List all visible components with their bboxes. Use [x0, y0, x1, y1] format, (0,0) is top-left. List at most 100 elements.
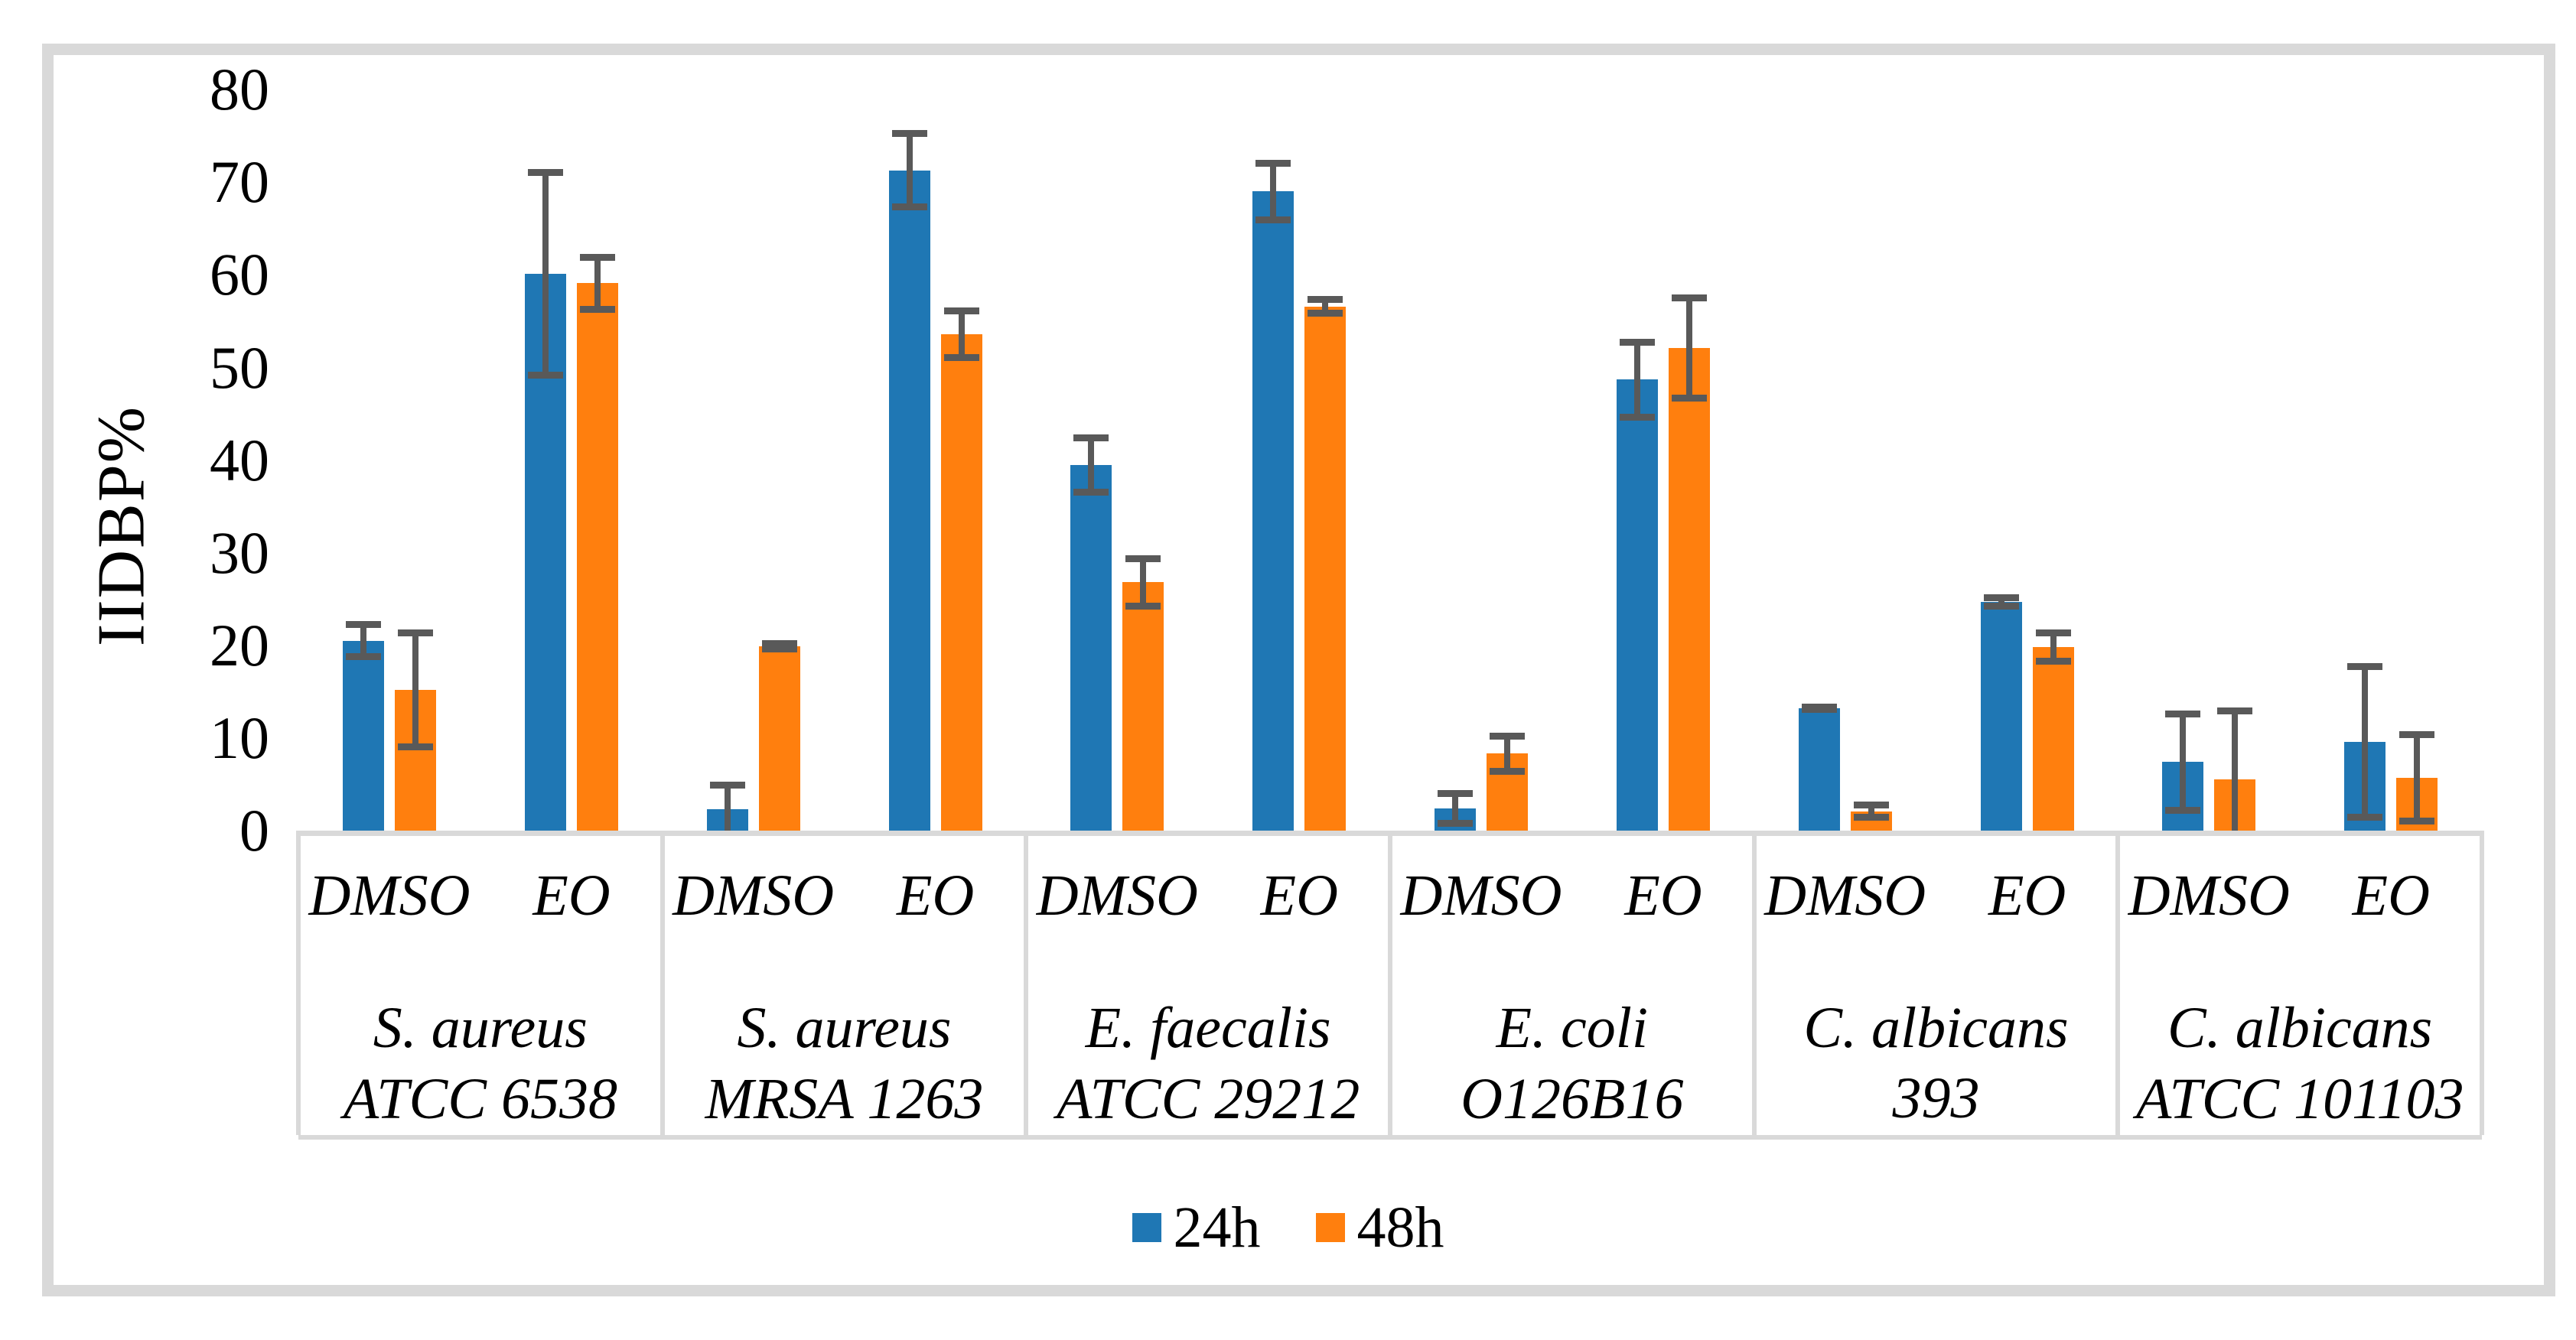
error-bar: [2165, 710, 2201, 815]
error-bar-cap-top: [1255, 160, 1291, 168]
legend: 24h 48h: [0, 1193, 2576, 1262]
y-tick-label: 60: [210, 241, 269, 308]
error-bar-line: [2232, 707, 2239, 831]
error-bar-cap-bottom: [2165, 807, 2201, 815]
bar-24h: [1070, 464, 1112, 831]
error-bar: [1620, 338, 1655, 421]
y-tick-label: 70: [210, 148, 269, 216]
error-bar-cap-bottom: [1308, 309, 1343, 317]
error-bar-cap-bottom: [761, 646, 797, 653]
error-bar: [346, 621, 381, 661]
error-bar-cap-bottom: [1255, 216, 1291, 223]
bar-48h: [940, 333, 982, 831]
bar-24h: [888, 170, 930, 831]
error-bar: [2035, 629, 2071, 665]
error-bar-cap-bottom: [1438, 820, 1473, 828]
error-bar-cap-top: [943, 307, 979, 314]
error-bar: [1255, 160, 1291, 223]
legend-label: 24h: [1173, 1195, 1261, 1260]
error-bar: [2399, 731, 2435, 824]
error-bar: [528, 169, 563, 379]
category-divider: [1751, 831, 1757, 1135]
bar-24h: [1617, 379, 1658, 831]
legend-item: 24h: [1132, 1193, 1261, 1262]
x-axis-organism-label: E. coli: [1496, 996, 1649, 1060]
error-bar: [1490, 732, 1525, 776]
error-bar-cap-bottom: [1490, 768, 1525, 776]
x-axis-organism-label: ATCC 101103: [2135, 1067, 2464, 1131]
bar-48h: [1304, 306, 1347, 831]
error-bar: [1308, 296, 1343, 317]
error-bar-cap-top: [2217, 707, 2253, 714]
error-bar: [1983, 594, 2019, 610]
bar-48h: [1669, 348, 1710, 831]
error-bar: [943, 307, 979, 362]
error-bar-cap-top: [1853, 802, 1889, 809]
bar-24h: [1252, 191, 1295, 831]
error-bar-line: [1452, 789, 1458, 828]
x-axis-treatment-label: DMSO: [1036, 864, 1198, 928]
x-axis-treatment-label: DMSO: [1764, 864, 1926, 928]
x-axis-treatment-label: EO: [1260, 864, 1338, 928]
category-divider: [1388, 831, 1392, 1135]
error-bar-cap-bottom: [398, 743, 433, 750]
error-bar-line: [906, 130, 913, 210]
error-bar-cap-bottom: [1983, 602, 2019, 610]
x-axis-organism-label: ATCC 29212: [1057, 1067, 1360, 1131]
error-bar-cap-top: [1125, 555, 1161, 563]
bar-48h: [758, 646, 800, 831]
x-axis-organism-label: E. faecalis: [1085, 996, 1331, 1060]
x-axis-organism-label: C. albicans 393: [1803, 996, 2069, 1130]
error-bar-line: [360, 621, 366, 661]
y-tick-label: 40: [210, 426, 269, 493]
error-bar-cap-bottom: [1853, 813, 1889, 821]
error-bar-cap-bottom: [2399, 817, 2435, 824]
x-axis-treatment-label: DMSO: [672, 864, 835, 928]
error-bar: [2347, 662, 2383, 821]
error-bar-cap-bottom: [1620, 413, 1655, 421]
error-bar-cap-top: [1672, 294, 1707, 301]
error-bar-cap-bottom: [891, 203, 927, 210]
error-bar-cap-bottom: [943, 354, 979, 362]
error-bar-cap-top: [580, 253, 615, 261]
y-tick-label: 20: [210, 611, 269, 678]
error-bar-line: [594, 253, 601, 314]
error-bar-cap-top: [2399, 731, 2435, 739]
error-bar-line: [1504, 732, 1510, 776]
error-bar-line: [958, 307, 965, 362]
error-bar-cap-top: [761, 639, 797, 647]
error-bar-line: [2180, 710, 2187, 815]
error-bar-line: [724, 781, 731, 831]
error-bar-cap-bottom: [1125, 602, 1161, 610]
category-divider: [296, 831, 301, 1135]
error-bar: [1125, 555, 1161, 610]
error-bar-cap-bottom: [346, 653, 381, 661]
x-axis-treatment-label: EO: [532, 864, 611, 928]
error-bar-line: [1634, 338, 1640, 421]
error-bar-cap-top: [1308, 296, 1343, 304]
error-bar: [709, 781, 745, 831]
error-bar-line: [2362, 662, 2369, 821]
x-axis-treatment-label: EO: [2352, 864, 2430, 928]
error-bar-line: [1868, 802, 1874, 821]
x-axis-treatment-label: DMSO: [1400, 864, 1562, 928]
legend-swatch-icon: [1132, 1213, 1161, 1242]
error-bar-cap-top: [1490, 732, 1525, 740]
error-bar: [1672, 294, 1707, 402]
legend-item: 48h: [1315, 1193, 1444, 1262]
bar-48h: [1122, 582, 1164, 831]
category-divider: [2480, 831, 2484, 1135]
error-bar-line: [542, 169, 549, 379]
error-bar: [761, 639, 797, 653]
error-bar-cap-top: [1438, 789, 1473, 797]
y-tick-label: 0: [239, 797, 269, 864]
x-axis-organism-label: C. albicans: [2167, 996, 2433, 1060]
x-axis-organism-label: ATCC 6538: [343, 1067, 617, 1131]
error-bar-line: [1140, 555, 1147, 610]
error-bar: [1853, 802, 1889, 821]
error-bar-cap-top: [398, 629, 433, 637]
y-tick-label: 30: [210, 519, 269, 586]
x-axis-organism-label: S. aureus: [737, 996, 952, 1060]
bar-48h: [577, 283, 618, 831]
